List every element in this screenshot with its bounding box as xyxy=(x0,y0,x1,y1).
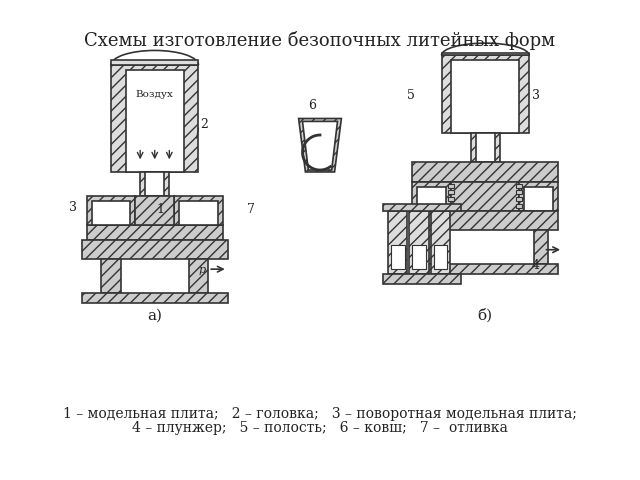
Polygon shape xyxy=(412,211,558,230)
Text: 5: 5 xyxy=(408,89,415,102)
Text: 4 – плунжер;   5 – полость;   6 – ковш;   7 –  отливка: 4 – плунжер; 5 – полость; 6 – ковш; 7 – … xyxy=(132,421,508,435)
Polygon shape xyxy=(451,181,519,211)
Polygon shape xyxy=(111,65,198,172)
Polygon shape xyxy=(179,201,218,226)
Text: 6: 6 xyxy=(308,99,316,112)
Polygon shape xyxy=(448,191,454,194)
Text: 2: 2 xyxy=(200,118,208,131)
Polygon shape xyxy=(476,133,495,162)
Polygon shape xyxy=(470,133,500,162)
Polygon shape xyxy=(86,226,223,240)
Polygon shape xyxy=(140,172,170,196)
Text: Воздух: Воздух xyxy=(135,90,173,99)
Polygon shape xyxy=(383,204,461,211)
Text: 4: 4 xyxy=(532,259,540,272)
Text: 1 – модельная плита;   2 – головка;   3 – поворотная модельная плита;: 1 – модельная плита; 2 – головка; 3 – по… xyxy=(63,407,577,421)
Polygon shape xyxy=(448,197,454,201)
Polygon shape xyxy=(174,196,223,226)
Polygon shape xyxy=(86,196,135,226)
Polygon shape xyxy=(125,70,184,172)
Text: р: р xyxy=(198,265,205,275)
Polygon shape xyxy=(82,293,228,303)
Text: 1: 1 xyxy=(157,203,164,216)
Polygon shape xyxy=(448,184,454,188)
Polygon shape xyxy=(410,211,429,274)
Polygon shape xyxy=(412,181,451,211)
Polygon shape xyxy=(442,53,529,55)
Polygon shape xyxy=(111,60,198,65)
Polygon shape xyxy=(448,204,454,208)
Text: б): б) xyxy=(477,308,493,323)
Polygon shape xyxy=(135,196,174,226)
Polygon shape xyxy=(383,274,461,284)
Polygon shape xyxy=(524,187,554,211)
Polygon shape xyxy=(391,245,404,269)
Polygon shape xyxy=(431,211,451,274)
Polygon shape xyxy=(145,172,164,196)
Polygon shape xyxy=(82,240,228,260)
Polygon shape xyxy=(451,60,519,133)
Polygon shape xyxy=(412,245,426,269)
Polygon shape xyxy=(442,55,529,133)
Text: Схемы изготовление безопочных литейных форм: Схемы изготовление безопочных литейных ф… xyxy=(84,31,556,50)
Polygon shape xyxy=(412,264,558,274)
Text: 3: 3 xyxy=(69,201,77,214)
Polygon shape xyxy=(434,245,447,269)
Polygon shape xyxy=(101,260,121,293)
Polygon shape xyxy=(534,230,548,264)
Polygon shape xyxy=(299,119,341,172)
Polygon shape xyxy=(92,201,131,226)
Text: а): а) xyxy=(147,309,163,323)
Polygon shape xyxy=(422,230,436,264)
Polygon shape xyxy=(388,211,408,274)
Polygon shape xyxy=(519,181,558,211)
Polygon shape xyxy=(516,184,522,188)
Polygon shape xyxy=(303,121,337,170)
Polygon shape xyxy=(417,187,446,211)
Polygon shape xyxy=(189,260,208,293)
Polygon shape xyxy=(412,162,558,181)
Text: 3: 3 xyxy=(532,89,540,102)
Polygon shape xyxy=(516,204,522,208)
Text: 7: 7 xyxy=(247,203,255,216)
Polygon shape xyxy=(516,197,522,201)
Polygon shape xyxy=(516,191,522,194)
